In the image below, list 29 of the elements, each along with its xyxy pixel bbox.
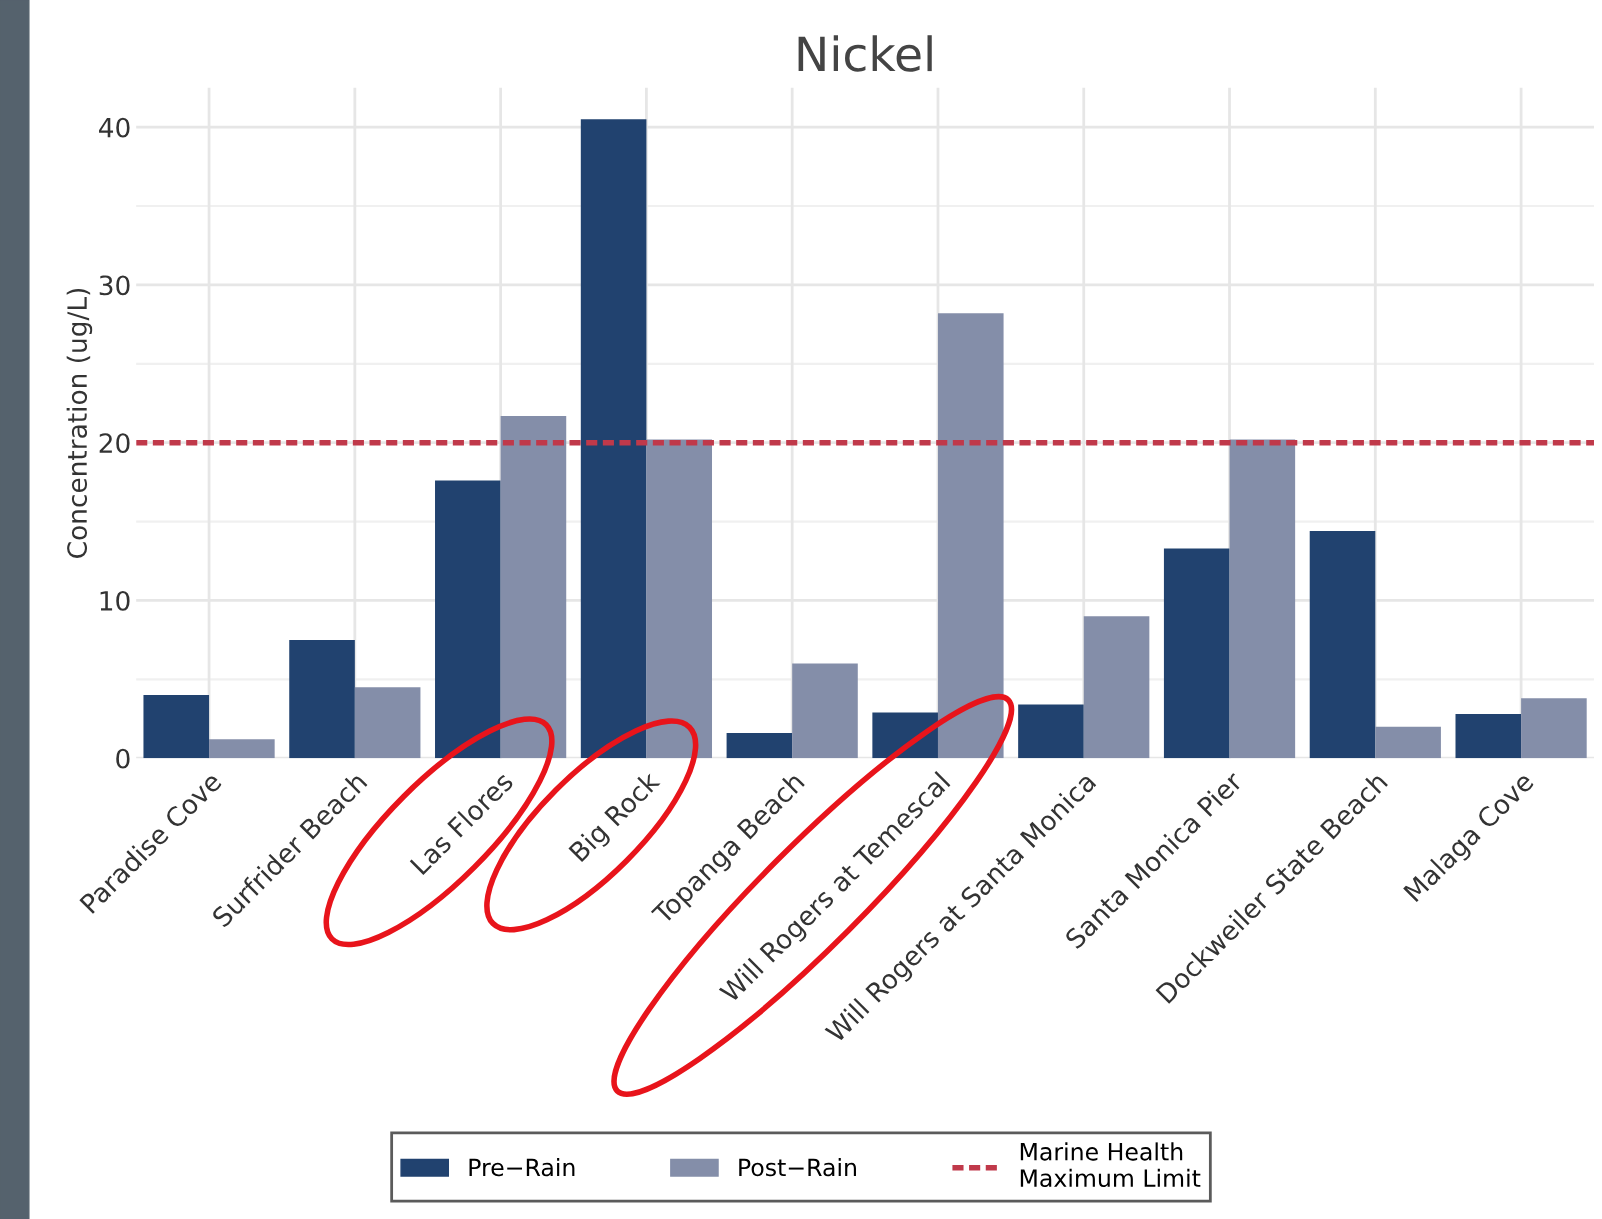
legend-label: Post−Rain bbox=[739, 1158, 856, 1177]
bar bbox=[354, 687, 421, 759]
bar bbox=[646, 439, 713, 759]
y-tick-label: 10 bbox=[100, 590, 130, 611]
y-tick-label: 20 bbox=[99, 433, 130, 454]
y-axis-title: Concentration (ug/L) bbox=[66, 288, 93, 558]
bar bbox=[1163, 548, 1230, 759]
y-tick-label: 0 bbox=[116, 748, 130, 769]
bar bbox=[143, 695, 210, 759]
bar bbox=[937, 313, 1004, 759]
y-tick-label: 30 bbox=[99, 275, 130, 296]
bar bbox=[289, 639, 355, 759]
legend-label: Pre−Rain bbox=[469, 1158, 575, 1177]
bar bbox=[1229, 439, 1296, 759]
bar bbox=[435, 480, 501, 759]
bar bbox=[726, 732, 793, 759]
bar bbox=[1521, 698, 1587, 759]
bar bbox=[1309, 531, 1376, 759]
chart-title: Nickel bbox=[798, 35, 932, 72]
bar bbox=[580, 119, 647, 759]
legend-label: Marine Health Maximum Limit bbox=[1020, 1142, 1201, 1188]
bar bbox=[1018, 704, 1084, 759]
bar bbox=[1455, 714, 1522, 759]
bar bbox=[209, 739, 275, 759]
bar bbox=[1375, 726, 1441, 759]
y-tick-label: 40 bbox=[99, 117, 130, 138]
bar bbox=[1083, 616, 1150, 759]
bar bbox=[792, 663, 858, 759]
bar bbox=[500, 415, 567, 759]
